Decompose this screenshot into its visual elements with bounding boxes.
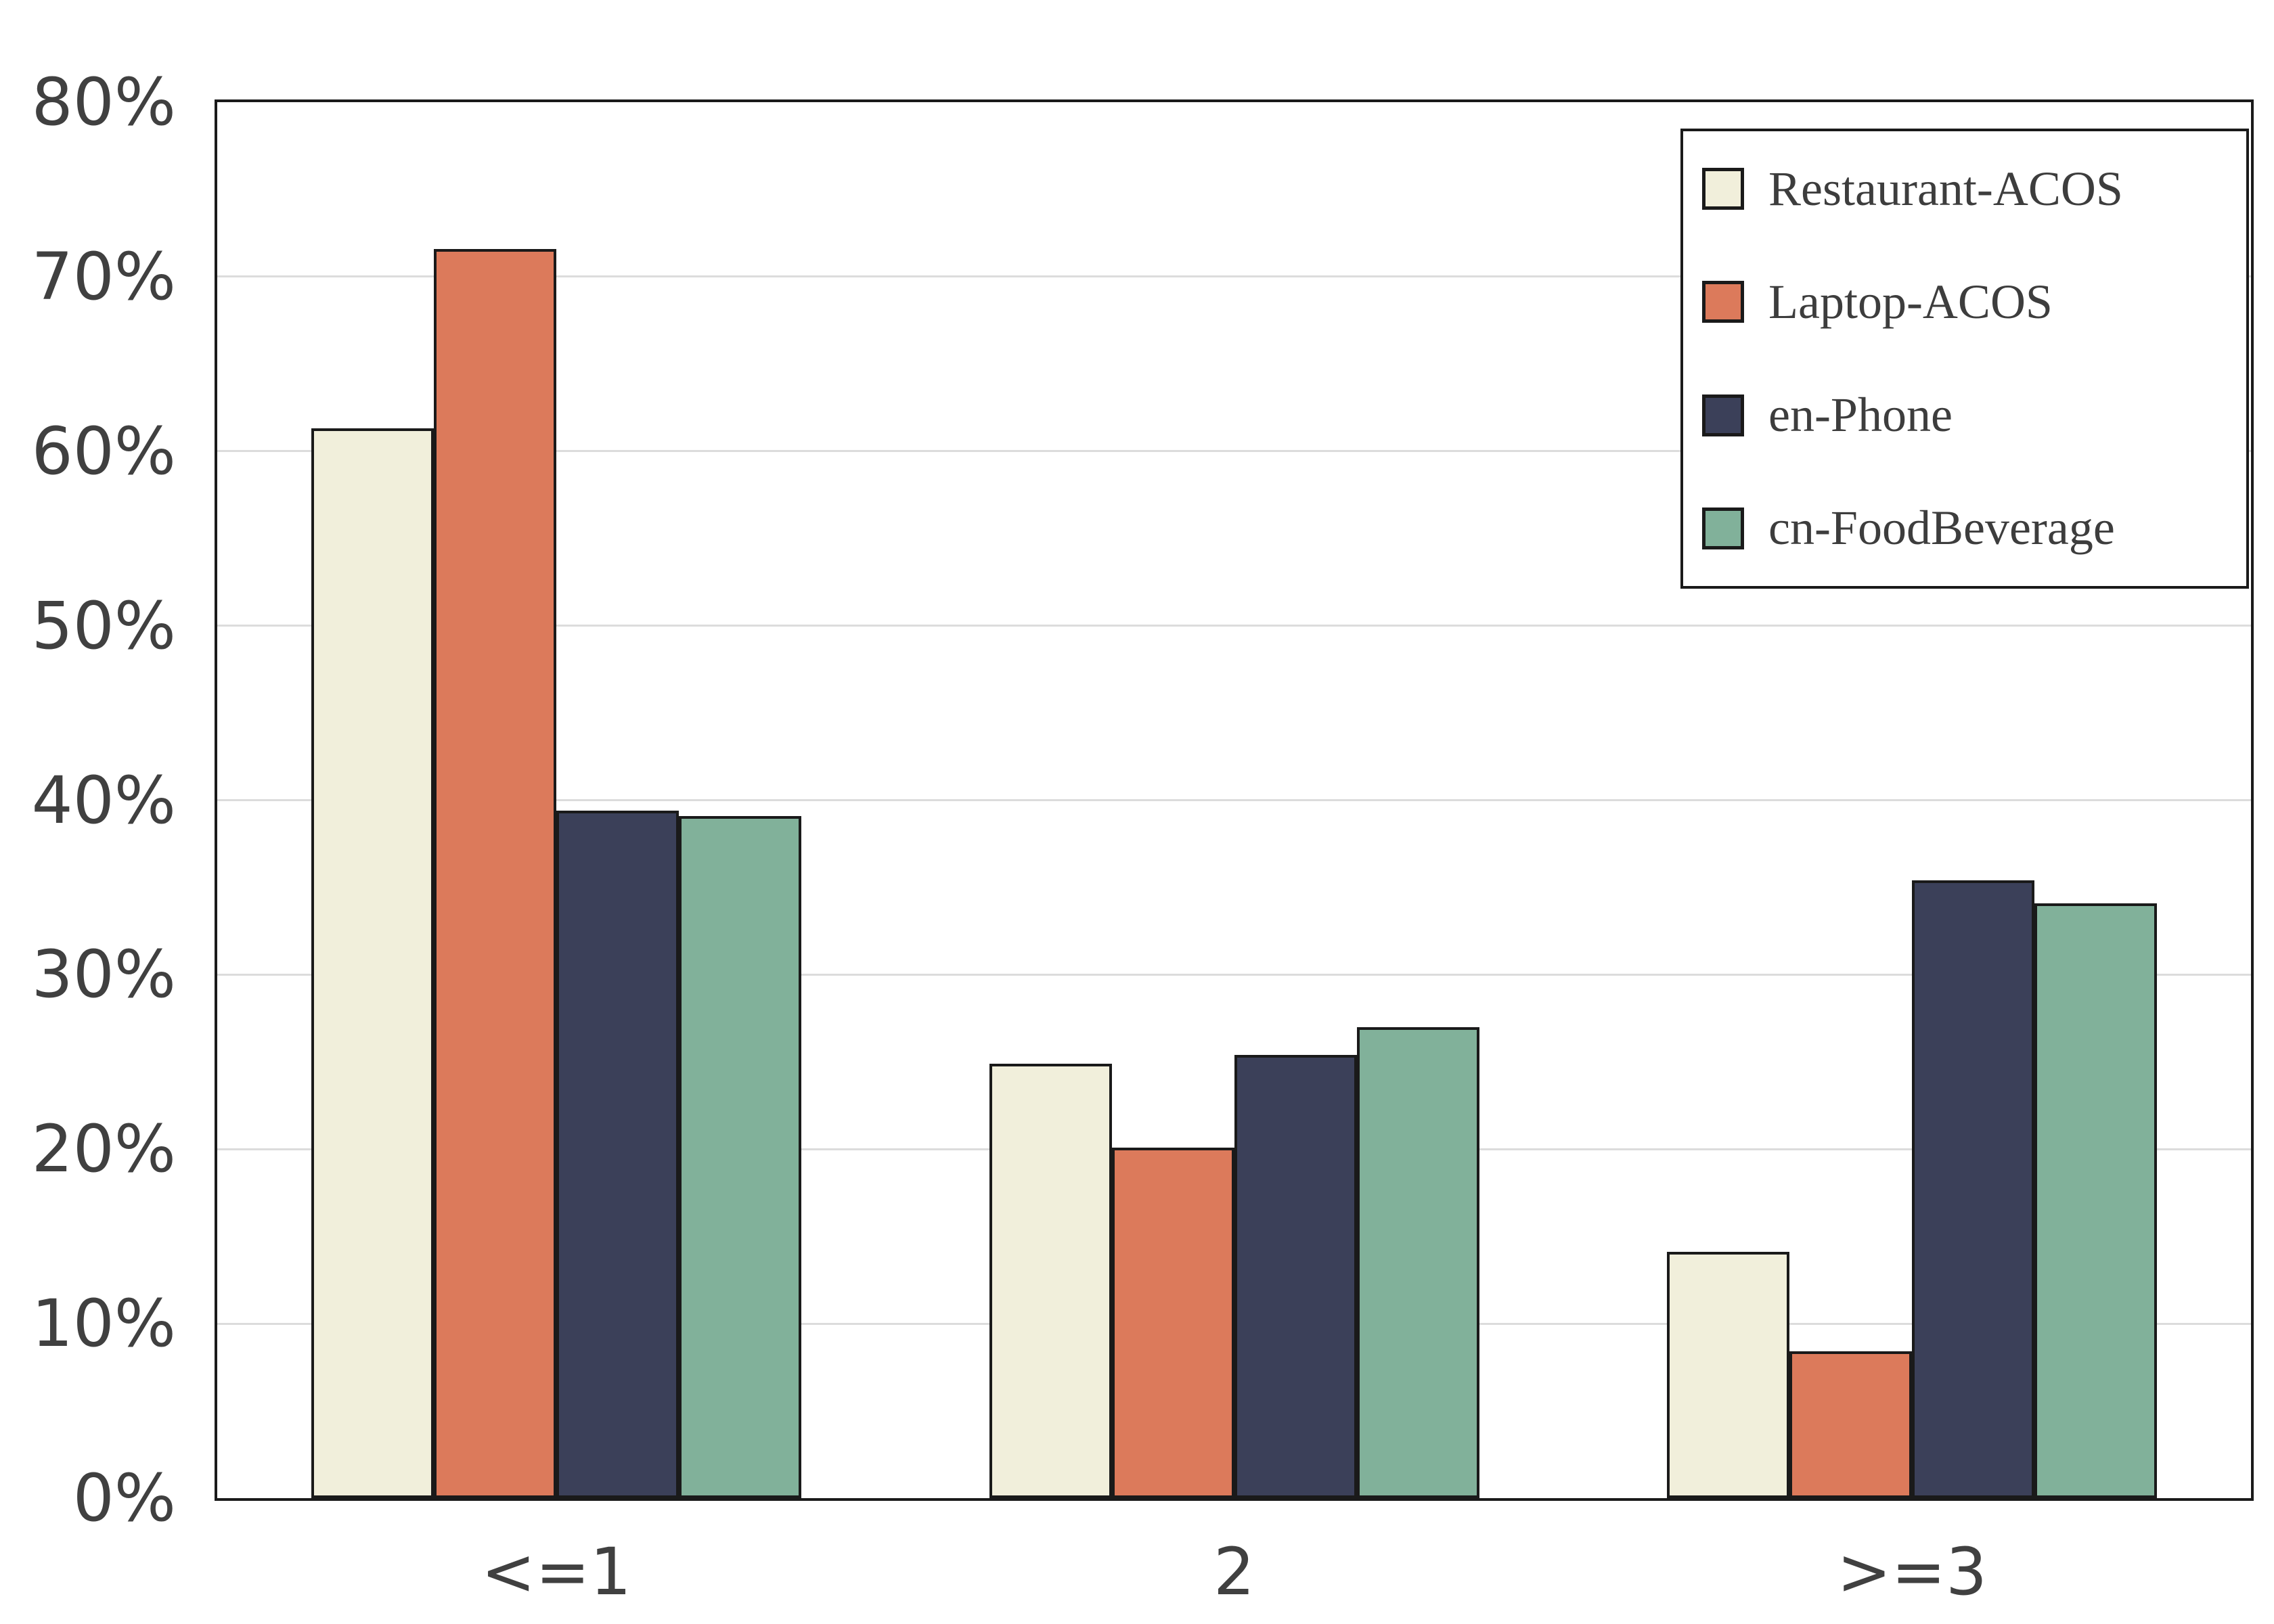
legend-label-cn-foodbeverage: cn-FoodBeverage — [1768, 501, 2115, 556]
bar-restaurant-acos-2 — [989, 1063, 1112, 1498]
y-tick-label-70: 70% — [31, 238, 176, 315]
gridline-70 — [217, 275, 2251, 278]
legend-swatch-cn-foodbeverage — [1702, 507, 1744, 549]
x-tick-label-2: 2 — [1213, 1534, 1255, 1610]
legend-item-laptop-acos: Laptop-ACOS — [1702, 275, 2226, 329]
legend-item-en-phone: en-Phone — [1702, 388, 2226, 442]
x-tick-label-1: <=1 — [481, 1534, 631, 1610]
x-tick-label-3: >=3 — [1837, 1534, 1988, 1610]
y-tick-label-50: 50% — [31, 587, 176, 664]
bar-en-phone-2 — [1234, 1055, 1357, 1498]
legend-swatch-laptop-acos — [1702, 281, 1744, 323]
legend-swatch-en-phone — [1702, 394, 1744, 436]
y-tick-label-30: 30% — [31, 937, 176, 1013]
legend-label-restaurant-acos: Restaurant-ACOS — [1768, 161, 2123, 216]
gridline-60 — [217, 450, 2251, 453]
gridline-30 — [217, 973, 2251, 976]
bar-restaurant-acos-1 — [311, 428, 434, 1498]
y-tick-label-80: 80% — [31, 64, 176, 140]
bar-restaurant-acos-3 — [1667, 1252, 1790, 1498]
y-tick-label-40: 40% — [31, 762, 176, 838]
legend: Restaurant-ACOS Laptop-ACOS en-Phone cn-Foo… — [1680, 129, 2249, 589]
legend-item-cn-foodbeverage: cn-FoodBeverage — [1702, 501, 2226, 555]
bar-laptop-acos-3 — [1789, 1351, 1913, 1498]
gridline-50 — [217, 625, 2251, 627]
bar-en-phone-1 — [556, 810, 679, 1498]
bar-en-phone-3 — [1912, 880, 2035, 1498]
bar-cn-foodbeverage-1 — [678, 815, 801, 1498]
y-tick-label-20: 20% — [31, 1111, 176, 1188]
y-tick-label-60: 60% — [31, 413, 176, 489]
bar-cn-foodbeverage-3 — [2034, 903, 2158, 1498]
legend-item-restaurant-acos: Restaurant-ACOS — [1702, 162, 2226, 216]
bar-laptop-acos-1 — [433, 248, 556, 1498]
legend-swatch-restaurant-acos — [1702, 168, 1744, 210]
bar-cn-foodbeverage-2 — [1356, 1027, 1479, 1498]
gridline-40 — [217, 799, 2251, 801]
y-tick-label-10: 10% — [31, 1286, 176, 1362]
legend-label-en-phone: en-Phone — [1768, 388, 1953, 443]
bar-laptop-acos-2 — [1111, 1147, 1234, 1498]
y-tick-label-0: 0% — [72, 1460, 176, 1536]
legend-label-laptop-acos: Laptop-ACOS — [1768, 274, 2053, 329]
